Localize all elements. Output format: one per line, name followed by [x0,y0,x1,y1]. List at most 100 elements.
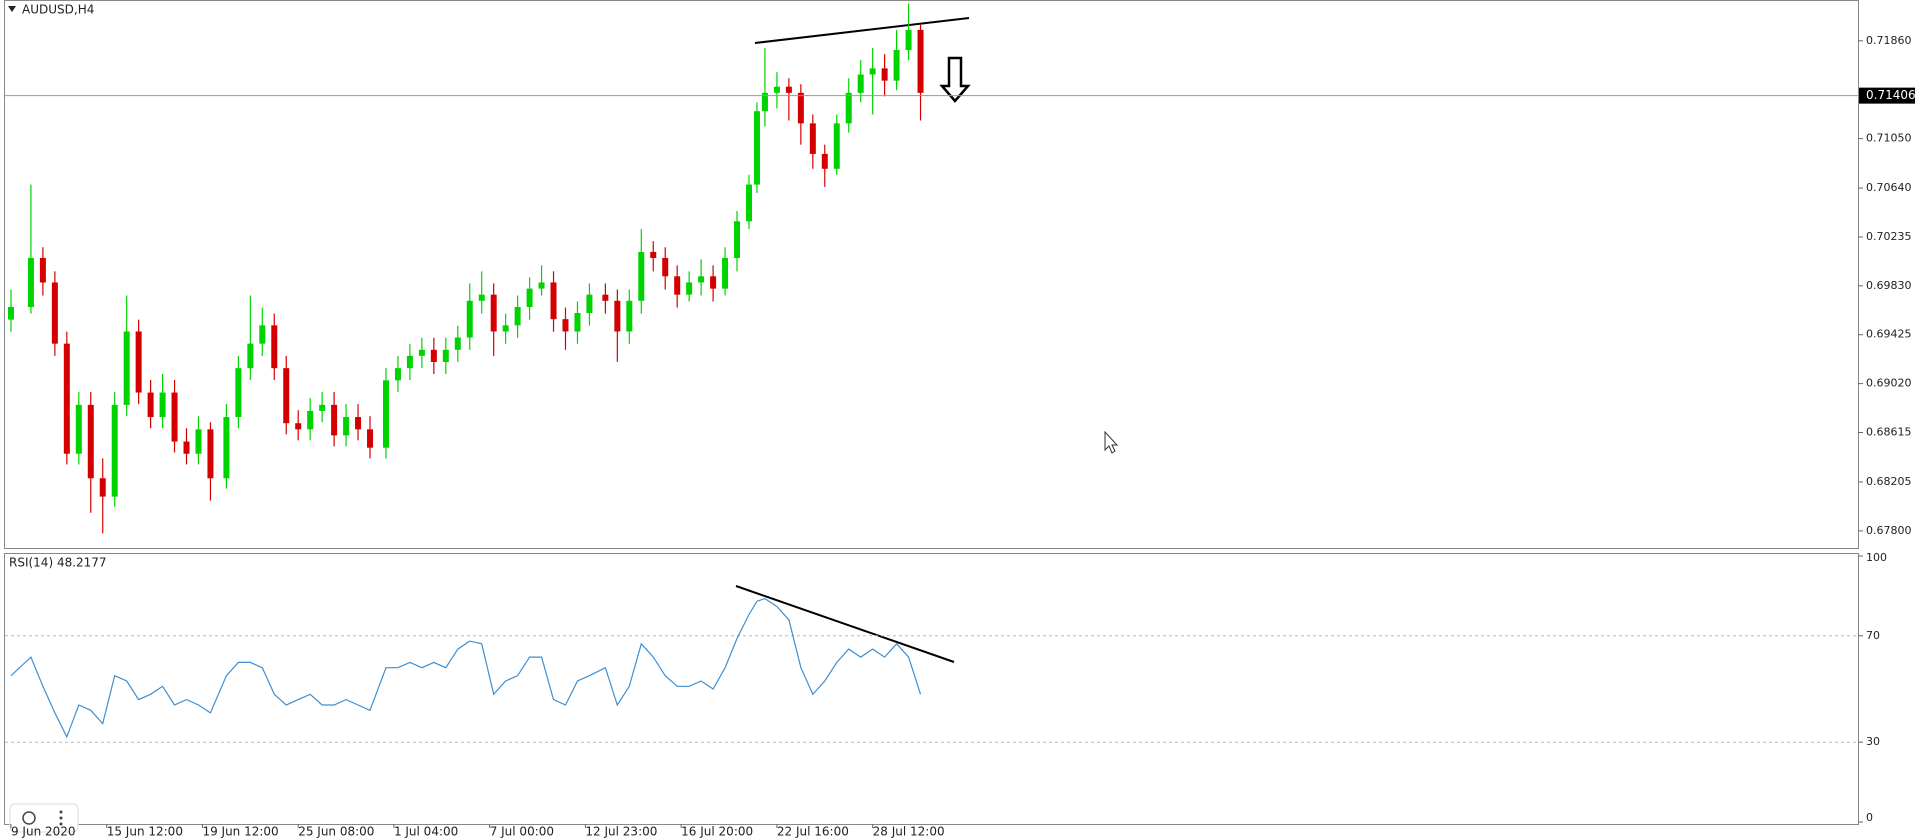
rsi-line [10,597,922,739]
candle-body [526,288,533,307]
candle-body [159,392,166,418]
x-tick-label: 12 Jul 23:00 [585,825,657,839]
candle-body [7,306,14,320]
candle-body [147,392,154,418]
candle-body [785,86,792,93]
y-tick-label: 70 [1866,629,1880,642]
candle-body [51,282,58,344]
candle-body [797,92,804,124]
candle-body [331,404,338,436]
candle-body [881,68,888,81]
symbol-menu-icon[interactable] [8,6,16,12]
price-label: 0.71406 [1866,88,1916,102]
candle-body [367,429,374,448]
candle-body [662,257,669,277]
y-tick-label: 0 [1866,811,1873,824]
candle-body [514,306,521,326]
candle-body [135,331,142,393]
candle-body [295,423,302,430]
screenshot-button[interactable] [22,811,36,825]
y-tick-label: 0.70640 [1866,181,1912,194]
candle-body [745,184,752,222]
x-tick-label: 16 Jul 20:00 [681,825,753,839]
candle-body [893,50,900,81]
candle-body [111,404,118,497]
candle-body [27,257,34,307]
candle-body [586,294,593,314]
y-tick-label: 100 [1866,551,1887,564]
candle-body [442,349,449,363]
candle-body [686,282,693,295]
candle-body [809,123,816,154]
candle-body [917,29,924,93]
y-tick-label: 0.68205 [1866,475,1912,488]
x-tick-label: 7 Jul 00:00 [490,825,554,839]
candle-body [869,68,876,75]
y-tick-label: 0.67800 [1866,524,1912,537]
candle-body [753,111,760,185]
candle-body [502,325,509,332]
candle-body [490,294,497,332]
candle-body [833,123,840,169]
rsi-title: RSI(14) 48.2177 [9,556,107,570]
trend-line [754,17,970,44]
candle-body [87,404,94,479]
candle-body [430,349,437,363]
candle-body [382,380,389,448]
candle-body [773,86,780,93]
candle-body [574,313,581,332]
mouse-cursor [1104,430,1119,454]
x-tick-label: 28 Jul 12:00 [873,825,945,839]
x-tick-label: 19 Jun 12:00 [202,825,278,839]
y-tick-label: 0.70235 [1866,230,1912,243]
candle-body [271,325,278,369]
more-button[interactable] [59,810,63,826]
candle-body [722,257,729,289]
candle-body [614,300,621,332]
candle-body [394,368,401,381]
candle-body [307,410,314,430]
price-label-box [1859,87,1915,104]
candle-body [626,300,633,332]
candle-body [207,429,214,479]
candle-body [319,404,326,411]
candle-body [63,343,70,454]
candle-body [406,355,413,369]
x-tick-label: 9 Jun 2020 [11,825,76,839]
candle-body [355,417,362,430]
candle-body [283,368,290,424]
candle-body [235,368,242,418]
candle-body [857,74,864,93]
candle-body [538,282,545,289]
y-tick-label: 0.68615 [1866,425,1912,438]
candle-body [602,294,609,301]
candle-body [75,404,82,454]
y-tick-label: 0.71050 [1866,132,1912,145]
y-tick-label: 0.71860 [1866,34,1912,47]
candle-body [821,153,828,169]
candle-body [195,429,202,454]
candle-body [183,441,190,454]
candle-body [674,276,681,295]
candle-body [247,343,254,369]
x-tick-label: 25 Jun 08:00 [298,825,374,839]
x-tick-label: 1 Jul 04:00 [394,825,458,839]
candle-body [734,221,741,258]
candle-body [905,29,912,51]
candle-body [418,349,425,356]
x-tick-label: 15 Jun 12:00 [107,825,183,839]
y-tick-label: 0.69020 [1866,377,1912,390]
candle-body [562,319,569,332]
candle-body [39,257,46,283]
y-tick-label: 0.69830 [1866,279,1912,292]
candle-body [454,337,461,350]
down-arrow [939,56,971,103]
candle-body [99,478,106,497]
y-tick-label: 0.69425 [1866,328,1912,341]
candle-body [710,276,717,289]
candle-body [478,294,485,301]
candle-body [638,251,645,301]
x-tick-label: 22 Jul 16:00 [777,825,849,839]
